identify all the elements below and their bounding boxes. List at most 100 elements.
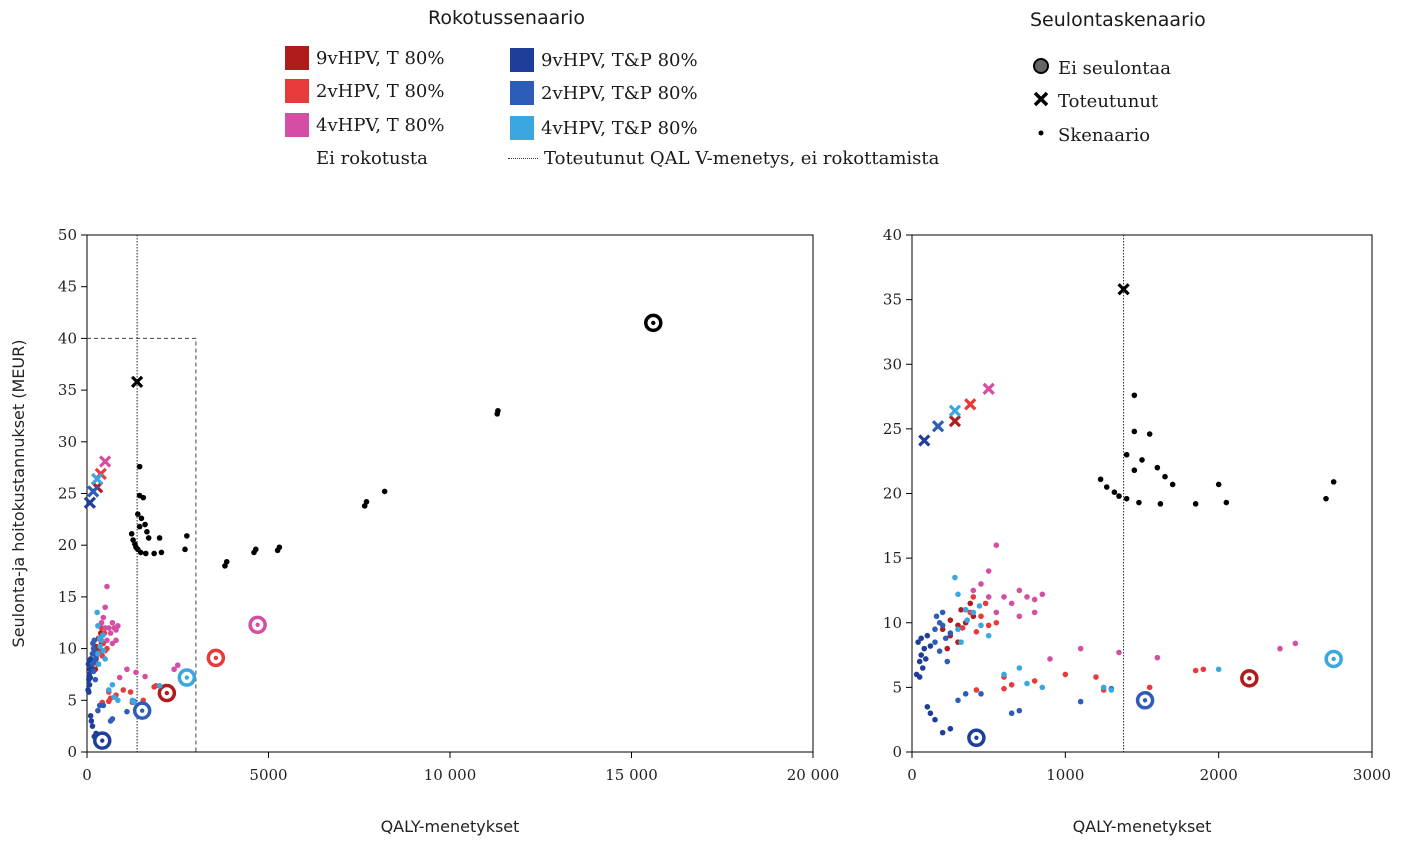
scenario-point (962, 607, 969, 613)
y-tick-label: 15 (883, 549, 902, 567)
x-tick-label: 2000 (1200, 766, 1238, 784)
scenario-point (944, 658, 951, 665)
realized-point (130, 375, 144, 388)
scenario-point (115, 697, 121, 704)
y-tick-label: 40 (883, 226, 902, 244)
no-screening-point-center (100, 738, 105, 743)
scenario-point (86, 689, 92, 695)
scenario-point (973, 687, 980, 693)
scenario-point (223, 558, 230, 565)
y-tick-label: 0 (67, 743, 77, 761)
scenario-point (1062, 671, 1069, 678)
scenario-point (1097, 476, 1104, 483)
scenario-point (1024, 594, 1030, 600)
no-screening-point-center (1247, 676, 1252, 681)
scenario-point (939, 609, 946, 616)
legend-label: Ei seulontaa (1058, 58, 1171, 79)
scenario-point (1001, 594, 1007, 600)
scenario-point (993, 619, 1000, 626)
scenario-point (140, 494, 147, 501)
scenario-point (1108, 687, 1115, 693)
scenario-point (138, 515, 145, 522)
x-axis-title: QALY-menetykset (1073, 817, 1212, 836)
legend-label: 2vHPV, T&P 80% (541, 82, 698, 104)
screening-legend-title: Seulontaskenaario (1030, 9, 1206, 31)
no-screening-point-center (974, 735, 979, 740)
scenario-point (1103, 484, 1110, 490)
scenario-point (978, 613, 984, 620)
scenario-point (1131, 392, 1138, 399)
scatter-chart-full: 0 5 10 15 20 25 30 35 40 45 50 0 5000 10 000 15 000 20 … (9, 226, 839, 836)
y-tick-label: 25 (883, 420, 902, 438)
y-tick-label: 20 (883, 485, 902, 503)
y-tick-label: 10 (883, 614, 902, 632)
scenario-point (1192, 501, 1199, 507)
scenario-point (962, 691, 969, 697)
plot-area (911, 234, 1373, 753)
scenario-point (1169, 481, 1176, 488)
scenario-point (1192, 667, 1199, 674)
legend-label: 9vHPV, T&P 80% (541, 49, 698, 71)
scenario-point (944, 645, 951, 652)
scenario-point (86, 681, 93, 688)
x-tick-label: 0 (82, 766, 92, 784)
scenario-point (952, 574, 958, 581)
y-tick-label: 40 (58, 329, 77, 347)
scenario-point (109, 716, 116, 722)
legend-label: 9vHPV, T 80% (316, 47, 445, 69)
scenario-point (142, 673, 148, 680)
y-tick-label: 10 (58, 640, 77, 658)
scenario-point (105, 687, 112, 693)
scenario-point (136, 523, 143, 530)
no-screening-point-center (1331, 656, 1336, 662)
y-tick-label: 50 (58, 226, 77, 244)
scenario-point (131, 699, 137, 706)
legend-item-scenario: Skenaario (1030, 124, 1150, 147)
scenario-point (1215, 666, 1222, 673)
scenario-point (1016, 587, 1023, 594)
x-tick-label: 3000 (1353, 766, 1390, 784)
y-tick-label: 25 (58, 485, 77, 503)
scenario-point (1139, 457, 1145, 463)
scenario-point (927, 710, 934, 717)
scenario-point (993, 542, 1000, 548)
scenario-point (144, 528, 150, 535)
scenario-point (89, 661, 96, 667)
scenario-point (1001, 671, 1007, 678)
scenario-point (156, 535, 163, 541)
scenario-point (1146, 684, 1153, 691)
scenario-point (985, 568, 992, 574)
legend-label: 4vHPV, T 80% (316, 114, 445, 136)
scenario-point (1162, 473, 1168, 480)
scenario-point (970, 594, 977, 600)
scenario-point (145, 535, 152, 541)
scenario-point (1093, 674, 1099, 680)
scenario-point (958, 607, 964, 613)
x-tick-label: 10 000 (424, 766, 477, 784)
scenario-point (109, 640, 116, 647)
scenario-point (87, 674, 94, 681)
legend-item-2vhpv-tp: 2vHPV, T&P 80% (510, 81, 698, 105)
y-tick-label: 5 (892, 678, 902, 696)
scenario-point (1047, 656, 1053, 662)
vaccination-legend-title: Rokotussenaario (428, 7, 585, 29)
scenario-point (1111, 489, 1118, 496)
scenario-point (1077, 645, 1084, 652)
scenario-point (947, 617, 954, 623)
scenario-point (90, 668, 97, 675)
scenario-point (90, 640, 96, 647)
scenario-point (978, 622, 984, 629)
scenario-point (102, 656, 108, 662)
scenario-point (955, 697, 961, 704)
scenario-point (976, 603, 983, 609)
scenario-point (184, 533, 190, 539)
scatter-chart-zoom: 0 5 10 15 20 25 30 35 40 0 1000 2000 3000 QALY-menety… (883, 226, 1390, 836)
scenario-point (942, 635, 949, 642)
scenario-point (100, 702, 107, 709)
legend-swatch (510, 81, 534, 105)
scenario-point (967, 600, 974, 607)
scenario-point (102, 604, 108, 611)
scenario-point (381, 488, 388, 495)
scenario-point (120, 687, 127, 693)
legend-swatch (285, 79, 309, 103)
